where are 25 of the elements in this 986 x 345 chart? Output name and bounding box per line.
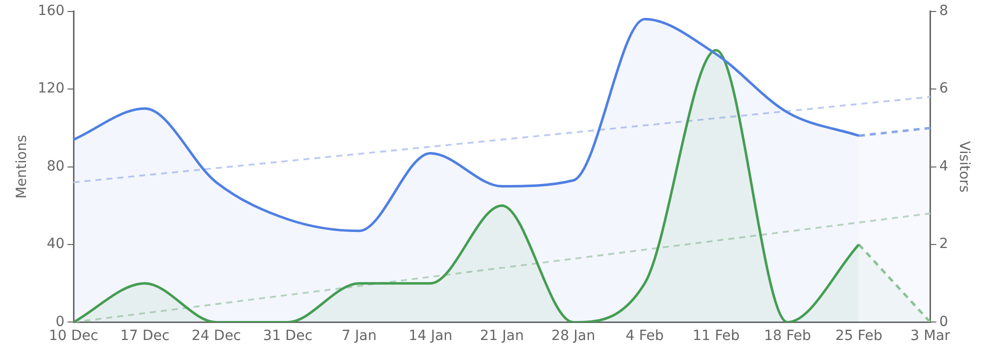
x-tick-label: 21 Jan <box>480 328 524 344</box>
y2-tick-label: 2 <box>939 236 948 252</box>
x-tick-label: 11 Feb <box>692 328 740 344</box>
y2-tick-label: 6 <box>939 80 948 97</box>
y-tick-label: 160 <box>38 3 65 20</box>
y2-tick-label: 4 <box>939 158 948 174</box>
y-tick-label: 40 <box>46 236 65 252</box>
x-tick-label: 25 Feb <box>835 328 883 344</box>
x-tick-label: 18 Feb <box>764 328 812 344</box>
x-tick-label: 7 Jan <box>342 328 377 344</box>
y-tick-label: 120 <box>38 80 65 97</box>
y2-tick-label: 8 <box>939 3 948 20</box>
y2-axis-title: Visitors <box>956 141 972 193</box>
x-tick-label: 28 Jan <box>551 328 596 344</box>
y-tick-label: 80 <box>46 158 65 174</box>
x-tick-label: 4 Feb <box>626 328 664 344</box>
x-tick-label: 14 Jan <box>408 328 452 344</box>
x-tick-label: 10 Dec <box>48 328 98 344</box>
y2-tick-label: 0 <box>939 314 948 330</box>
x-tick-label: 3 Mar <box>910 328 950 344</box>
y-axis-title: Mentions <box>14 134 30 199</box>
y-tick-label: 0 <box>56 314 65 330</box>
x-tick-label: 17 Dec <box>120 328 170 344</box>
x-tick-label: 31 Dec <box>263 328 312 344</box>
x-tick-label: 24 Dec <box>192 328 241 344</box>
